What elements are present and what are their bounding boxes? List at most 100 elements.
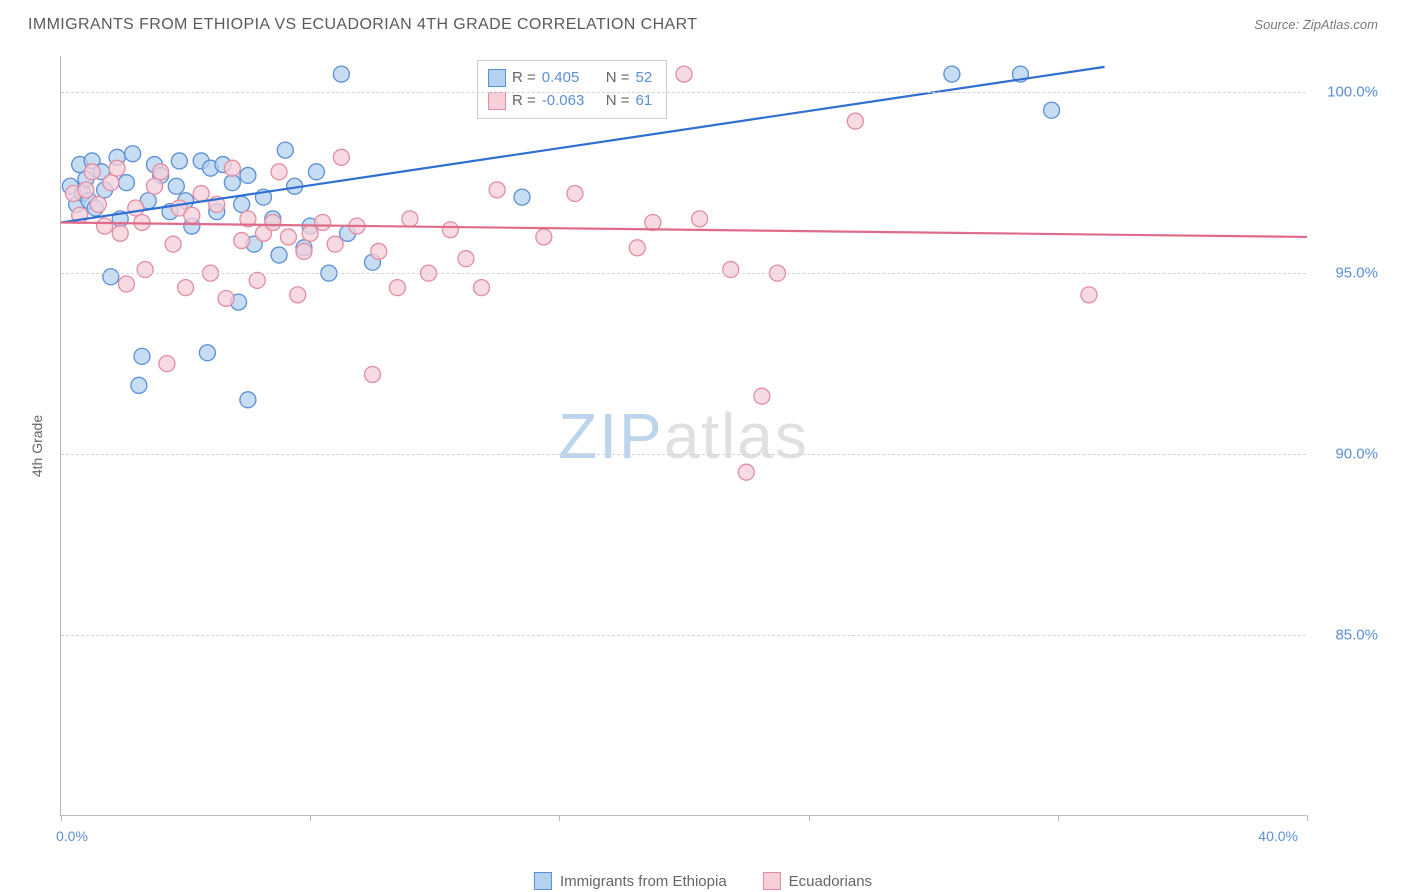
data-point	[103, 269, 119, 285]
data-point	[567, 186, 583, 202]
y-axis-title: 4th Grade	[29, 415, 45, 477]
data-point	[389, 280, 405, 296]
data-point	[78, 182, 94, 198]
data-point	[112, 225, 128, 241]
data-point	[103, 175, 119, 191]
data-point	[171, 153, 187, 169]
data-point	[629, 240, 645, 256]
data-point	[153, 164, 169, 180]
gridline	[61, 92, 1306, 93]
data-point	[199, 345, 215, 361]
data-point	[458, 251, 474, 267]
data-point	[280, 229, 296, 245]
data-point	[97, 218, 113, 234]
data-point	[277, 142, 293, 158]
data-point	[676, 66, 692, 82]
data-point	[371, 243, 387, 259]
data-point	[265, 214, 281, 230]
data-point	[333, 66, 349, 82]
gridline	[61, 273, 1306, 274]
data-point	[754, 388, 770, 404]
swatch-icon	[534, 872, 552, 890]
data-point	[315, 214, 331, 230]
data-point	[165, 236, 181, 252]
data-point	[1081, 287, 1097, 303]
data-point	[128, 200, 144, 216]
data-point	[271, 164, 287, 180]
data-point	[137, 262, 153, 278]
x-tick-mark	[1307, 815, 1308, 821]
data-point	[333, 149, 349, 165]
x-tick-mark	[61, 815, 62, 821]
data-point	[944, 66, 960, 82]
data-point	[489, 182, 505, 198]
data-point	[234, 196, 250, 212]
swatch-icon	[763, 872, 781, 890]
data-point	[240, 392, 256, 408]
legend-entry-ethiopia: Immigrants from Ethiopia	[534, 872, 727, 890]
data-point	[146, 178, 162, 194]
data-point	[184, 207, 200, 223]
source-label: Source: ZipAtlas.com	[1254, 17, 1378, 32]
series-legend: Immigrants from Ethiopia Ecuadorians	[534, 872, 872, 890]
data-point	[290, 287, 306, 303]
y-tick-label: 100.0%	[1314, 84, 1378, 101]
data-point	[249, 272, 265, 288]
swatch-icon	[488, 69, 506, 87]
plot-wrap: ZIPatlas R =0.405N =52R =-0.063N =61 85.…	[60, 56, 1340, 816]
x-max-label: 40.0%	[1258, 828, 1298, 844]
data-point	[240, 167, 256, 183]
x-tick-mark	[310, 815, 311, 821]
data-point	[84, 164, 100, 180]
data-point	[847, 113, 863, 129]
data-point	[271, 247, 287, 263]
correlation-legend: R =0.405N =52R =-0.063N =61	[477, 60, 667, 119]
data-point	[224, 175, 240, 191]
swatch-icon	[488, 92, 506, 110]
legend-row: R =0.405N =52	[488, 67, 652, 90]
x-tick-mark	[809, 815, 810, 821]
data-point	[218, 290, 234, 306]
x-min-label: 0.0%	[56, 828, 88, 844]
legend-label: Ecuadorians	[789, 873, 872, 890]
data-point	[134, 348, 150, 364]
data-point	[308, 164, 324, 180]
data-point	[692, 211, 708, 227]
data-point	[178, 280, 194, 296]
plot-area: ZIPatlas R =0.405N =52R =-0.063N =61 85.…	[60, 56, 1306, 816]
data-point	[536, 229, 552, 245]
chart-title: IMMIGRANTS FROM ETHIOPIA VS ECUADORIAN 4…	[28, 16, 697, 34]
data-point	[365, 366, 381, 382]
data-point	[118, 276, 134, 292]
data-point	[327, 236, 343, 252]
data-point	[109, 160, 125, 176]
x-tick-mark	[1058, 815, 1059, 821]
gridline	[61, 454, 1306, 455]
data-point	[296, 243, 312, 259]
data-point	[159, 356, 175, 372]
legend-label: Immigrants from Ethiopia	[560, 873, 727, 890]
data-point	[1044, 102, 1060, 118]
data-point	[442, 222, 458, 238]
data-point	[474, 280, 490, 296]
data-point	[645, 214, 661, 230]
data-point	[234, 233, 250, 249]
data-point	[168, 178, 184, 194]
legend-entry-ecuadorians: Ecuadorians	[763, 872, 872, 890]
data-point	[90, 196, 106, 212]
y-tick-label: 95.0%	[1314, 265, 1378, 282]
y-tick-label: 85.0%	[1314, 627, 1378, 644]
data-point	[131, 377, 147, 393]
data-point	[723, 262, 739, 278]
gridline	[61, 635, 1306, 636]
data-point	[125, 146, 141, 162]
y-tick-label: 90.0%	[1314, 446, 1378, 463]
data-point	[224, 160, 240, 176]
data-point	[193, 186, 209, 202]
title-bar: IMMIGRANTS FROM ETHIOPIA VS ECUADORIAN 4…	[0, 0, 1406, 42]
scatter-chart	[61, 56, 1307, 816]
data-point	[118, 175, 134, 191]
data-point	[514, 189, 530, 205]
data-point	[402, 211, 418, 227]
x-tick-mark	[559, 815, 560, 821]
